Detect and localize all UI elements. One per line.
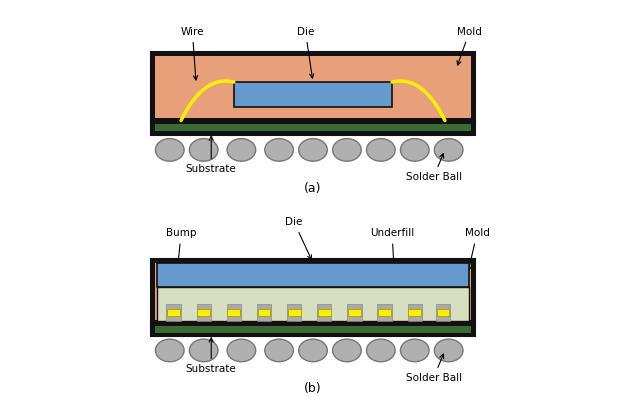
Ellipse shape xyxy=(299,339,327,362)
Ellipse shape xyxy=(434,339,463,362)
Bar xyxy=(151,259,475,323)
Ellipse shape xyxy=(190,139,218,161)
Bar xyxy=(408,304,422,321)
Bar xyxy=(167,309,180,316)
Bar xyxy=(377,304,392,321)
Bar xyxy=(155,55,471,118)
Bar xyxy=(436,309,449,316)
Text: Die: Die xyxy=(297,27,314,78)
Text: Bump: Bump xyxy=(166,229,197,304)
Text: Solder Ball: Solder Ball xyxy=(406,354,462,383)
Ellipse shape xyxy=(265,339,294,362)
Bar xyxy=(197,309,210,316)
Ellipse shape xyxy=(227,139,255,161)
Bar xyxy=(151,120,475,135)
Bar xyxy=(227,309,240,316)
Bar xyxy=(318,309,331,316)
Bar xyxy=(378,309,391,316)
Bar xyxy=(151,52,475,122)
Text: Solder Ball: Solder Ball xyxy=(406,154,462,182)
Ellipse shape xyxy=(332,139,361,161)
Bar xyxy=(348,309,361,316)
Bar xyxy=(151,322,475,337)
Text: Substrate: Substrate xyxy=(186,136,237,174)
Text: Substrate: Substrate xyxy=(186,338,237,374)
Bar xyxy=(156,287,470,321)
Text: Wire: Wire xyxy=(181,27,204,80)
Ellipse shape xyxy=(299,139,327,161)
Text: (b): (b) xyxy=(304,382,322,395)
Bar xyxy=(155,263,471,319)
Bar xyxy=(156,263,470,287)
Ellipse shape xyxy=(401,339,429,362)
Text: Die: Die xyxy=(285,217,312,259)
Ellipse shape xyxy=(155,139,184,161)
Text: Mold: Mold xyxy=(457,27,482,65)
Text: Underfill: Underfill xyxy=(370,229,414,302)
Bar xyxy=(288,309,300,316)
Ellipse shape xyxy=(332,339,361,362)
Bar xyxy=(167,304,181,321)
Ellipse shape xyxy=(401,139,429,161)
Ellipse shape xyxy=(434,139,463,161)
Ellipse shape xyxy=(227,339,255,362)
Text: (a): (a) xyxy=(304,182,322,195)
Bar xyxy=(287,304,301,321)
Ellipse shape xyxy=(265,139,294,161)
Bar xyxy=(257,304,271,321)
Bar xyxy=(155,326,471,333)
Bar xyxy=(227,304,241,321)
Bar xyxy=(408,309,421,316)
Ellipse shape xyxy=(366,139,395,161)
Bar xyxy=(234,82,392,106)
Bar xyxy=(436,304,450,321)
Bar xyxy=(317,304,332,321)
Bar xyxy=(155,124,471,131)
Bar xyxy=(347,304,362,321)
Bar xyxy=(257,309,270,316)
Bar xyxy=(197,304,211,321)
Text: Mold: Mold xyxy=(464,229,490,270)
Ellipse shape xyxy=(190,339,218,362)
Ellipse shape xyxy=(155,339,184,362)
Ellipse shape xyxy=(366,339,395,362)
